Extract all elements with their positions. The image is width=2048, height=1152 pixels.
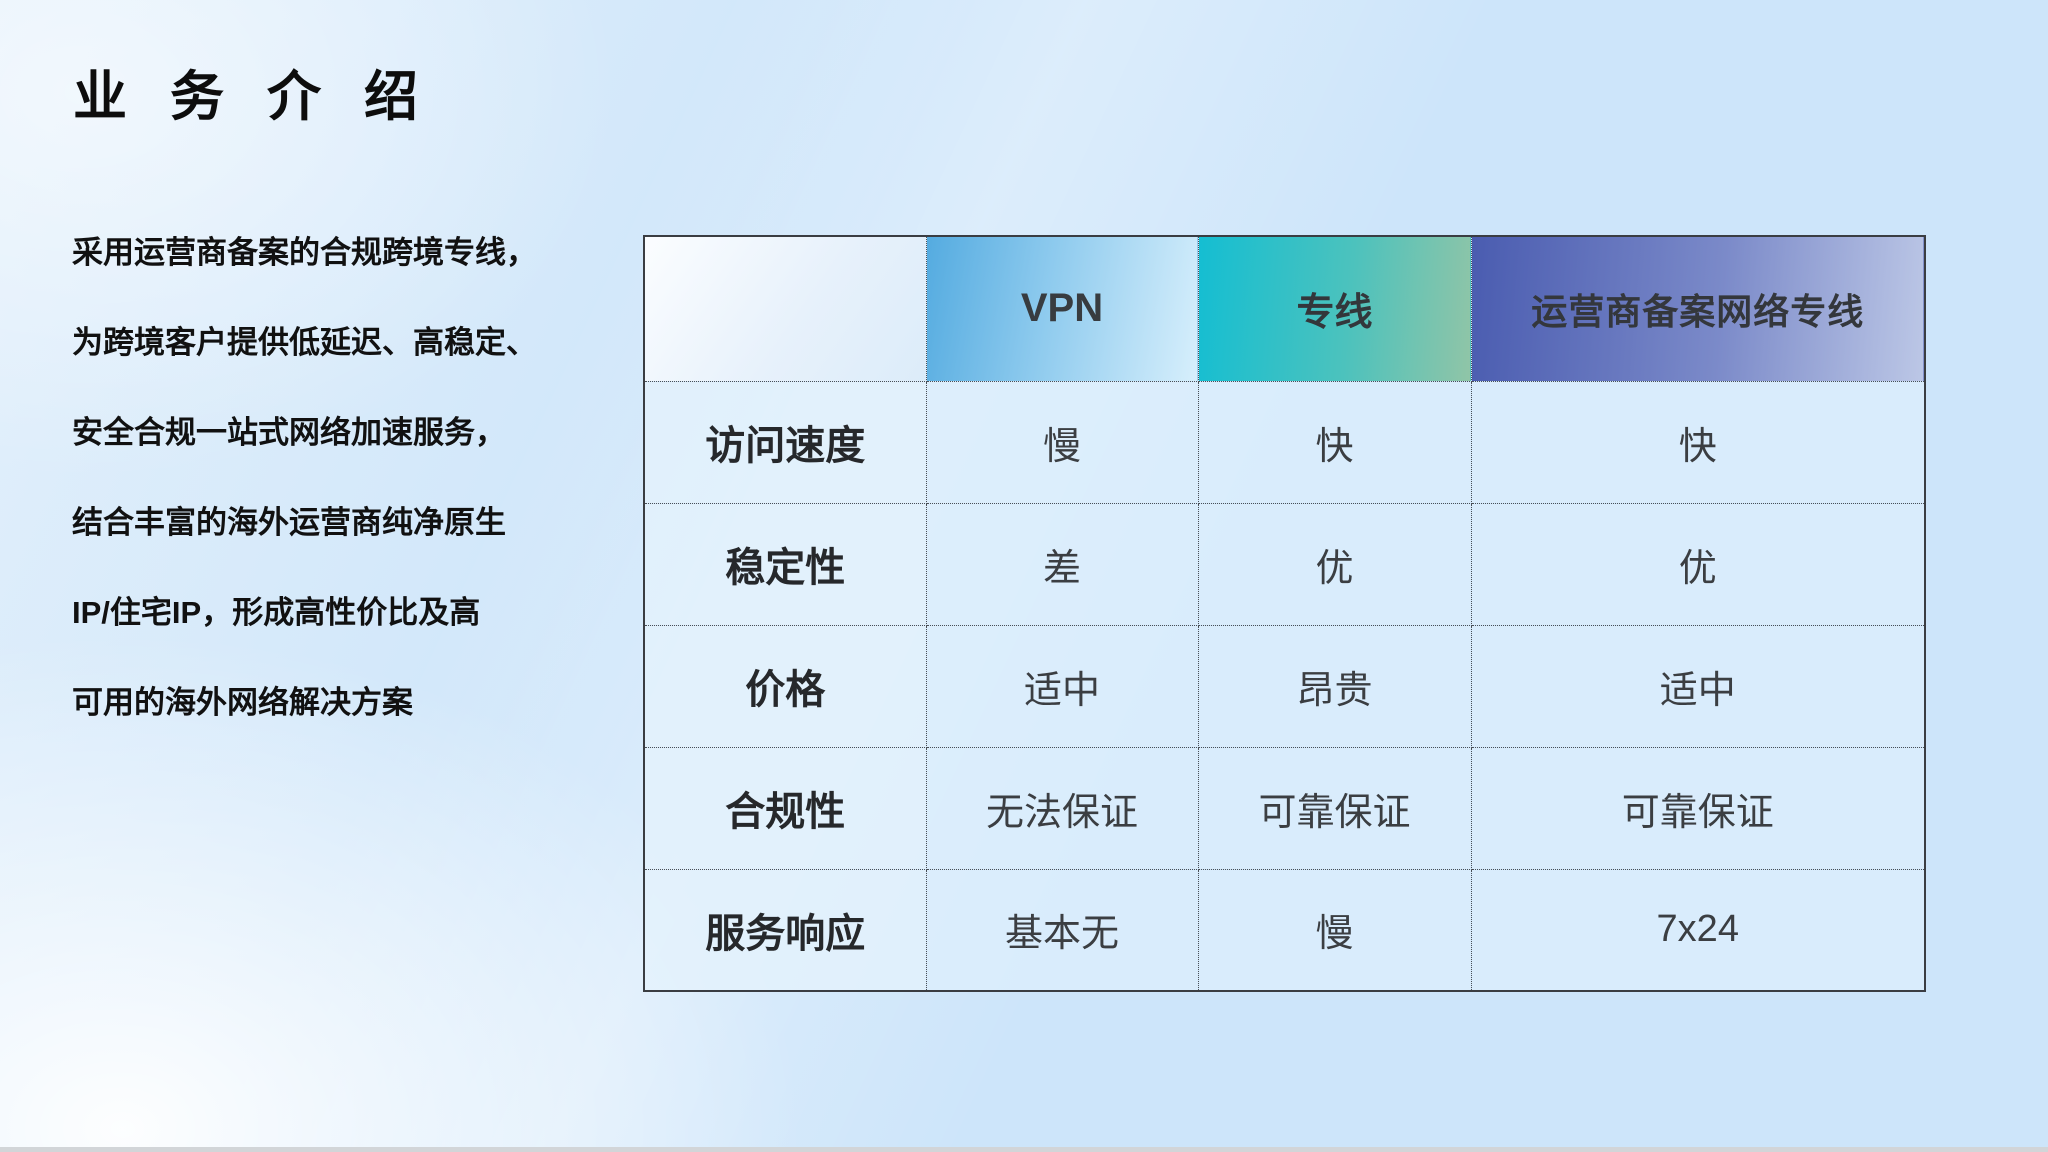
cell-price-carrier: 适中 xyxy=(1470,624,1926,748)
row-label-service-response: 服务响应 xyxy=(643,868,927,992)
cell-access-speed-carrier: 快 xyxy=(1470,380,1926,504)
cell-price-vpn: 适中 xyxy=(925,624,1199,748)
row-label-price: 价格 xyxy=(643,624,927,748)
cell-price-line: 昂贵 xyxy=(1197,624,1472,748)
cell-compliance-carrier: 可靠保证 xyxy=(1470,746,1926,870)
cell-access-speed-vpn: 慢 xyxy=(925,380,1199,504)
table-header-row: VPN 专线 运营商备案网络专线 xyxy=(643,235,1926,382)
row-label-stability: 稳定性 xyxy=(643,502,927,626)
cell-access-speed-line: 快 xyxy=(1197,380,1472,504)
cell-stability-vpn: 差 xyxy=(925,502,1199,626)
table-row: 服务响应 基本无 慢 7x24 xyxy=(643,868,1926,992)
cell-service-response-carrier: 7x24 xyxy=(1470,868,1926,992)
header-cell-vpn: VPN xyxy=(925,235,1199,382)
table-row: 稳定性 差 优 优 xyxy=(643,502,1926,626)
table-row: 价格 适中 昂贵 适中 xyxy=(643,624,1926,748)
intro-paragraph: 采用运营商备案的合规跨境专线， 为跨境客户提供低延迟、高稳定、 安全合规一站式网… xyxy=(72,208,632,748)
row-label-compliance: 合规性 xyxy=(643,746,927,870)
cell-compliance-vpn: 无法保证 xyxy=(925,746,1199,870)
cell-stability-carrier: 优 xyxy=(1470,502,1926,626)
intro-line: 结合丰富的海外运营商纯净原生 xyxy=(72,505,506,540)
cell-service-response-vpn: 基本无 xyxy=(925,868,1199,992)
header-cell-dedicated-line: 专线 xyxy=(1197,235,1472,382)
intro-line: 可用的海外网络解决方案 xyxy=(72,685,413,720)
bottom-edge-strip xyxy=(0,1147,2048,1152)
header-cell-carrier-line: 运营商备案网络专线 xyxy=(1470,235,1926,382)
table-row: 合规性 无法保证 可靠保证 可靠保证 xyxy=(643,746,1926,870)
table-row: 访问速度 慢 快 快 xyxy=(643,380,1926,504)
cell-compliance-line: 可靠保证 xyxy=(1197,746,1472,870)
cell-service-response-line: 慢 xyxy=(1197,868,1472,992)
comparison-table: VPN 专线 运营商备案网络专线 访问速度 慢 快 快 稳定性 差 优 优 价格… xyxy=(643,235,1926,992)
header-cell-empty xyxy=(643,235,927,382)
intro-line: 采用运营商备案的合规跨境专线， xyxy=(72,235,537,270)
cell-stability-line: 优 xyxy=(1197,502,1472,626)
page-title: 业 务 介 绍 xyxy=(73,67,433,127)
row-label-access-speed: 访问速度 xyxy=(643,380,927,504)
intro-line: IP/住宅IP，形成高性价比及高 xyxy=(72,595,481,630)
intro-line: 为跨境客户提供低延迟、高稳定、 xyxy=(72,325,537,360)
intro-line: 安全合规一站式网络加速服务， xyxy=(72,415,506,450)
